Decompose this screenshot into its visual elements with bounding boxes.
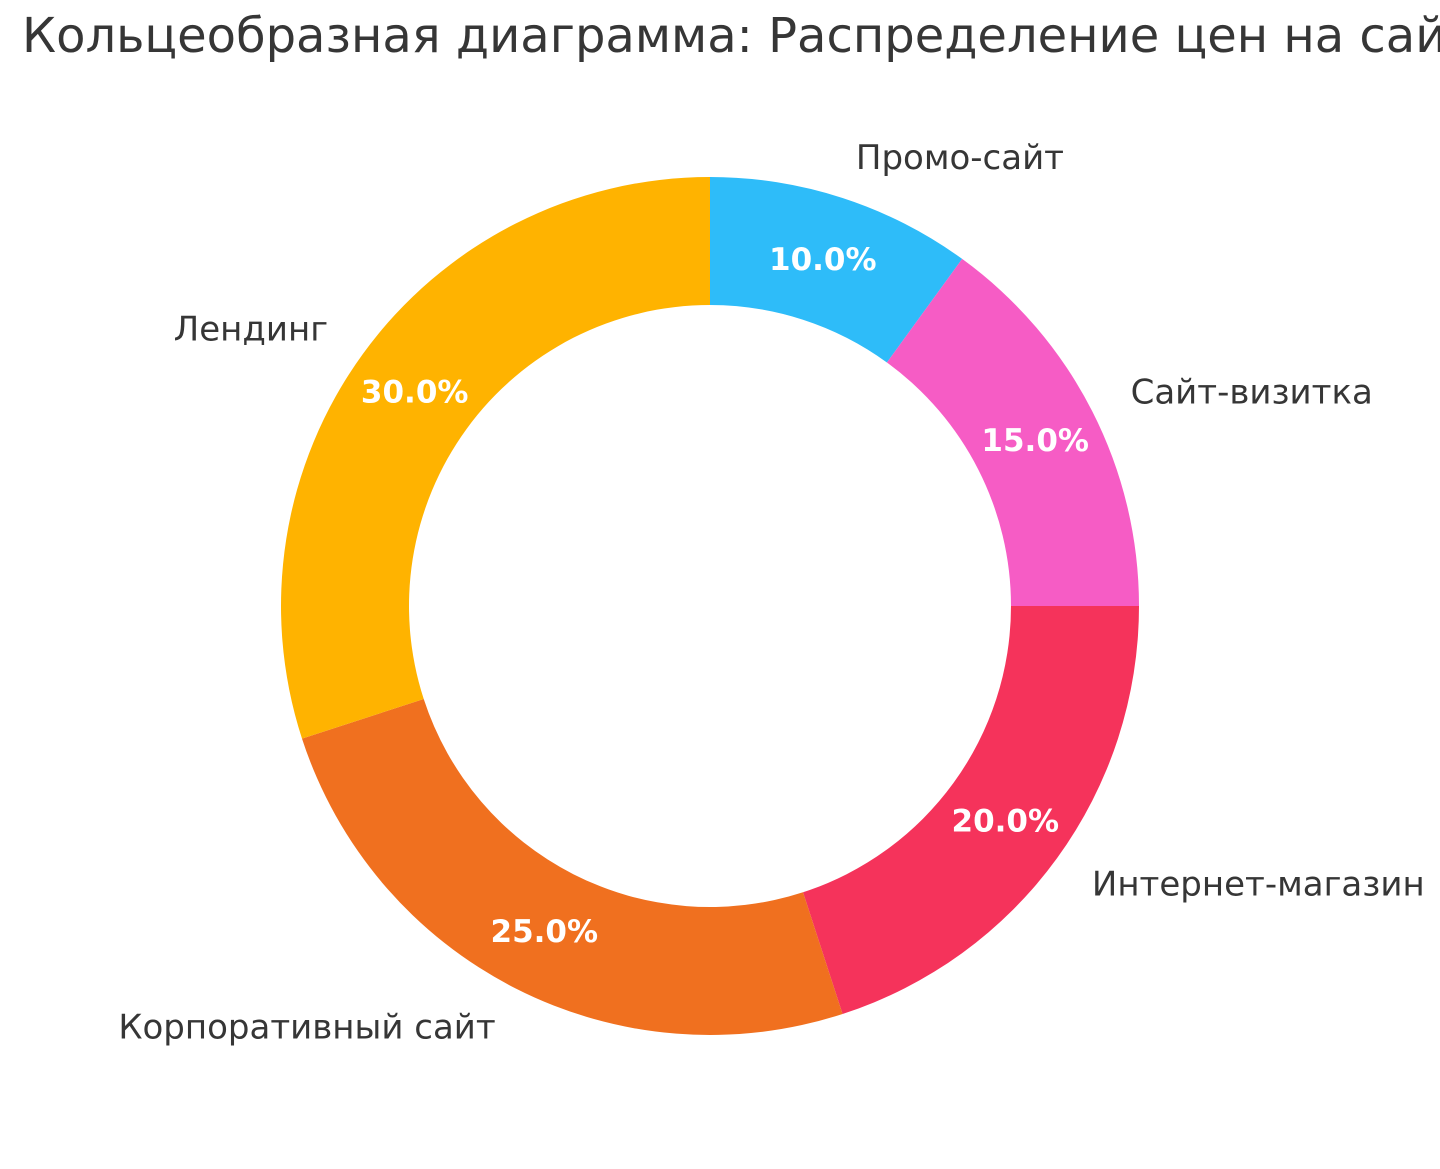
pie-slice-4 — [281, 177, 710, 739]
percent-label-4: 30.0% — [361, 374, 469, 410]
pie-slice-0 — [710, 177, 963, 363]
pie-slice-1 — [886, 258, 1139, 606]
percent-label-1: 15.0% — [981, 423, 1089, 459]
pie-slice-2 — [803, 606, 1139, 1014]
category-label-2: Интернет-магазин — [1092, 864, 1425, 904]
category-label-4: Лендинг — [174, 310, 328, 350]
pie-slice-3 — [302, 699, 843, 1035]
category-label-0: Промо-сайт — [856, 138, 1064, 178]
percent-label-3: 25.0% — [491, 914, 599, 950]
percent-label-0: 10.0% — [769, 242, 877, 278]
category-label-1: Сайт-визитка — [1131, 373, 1373, 413]
percent-label-2: 20.0% — [952, 803, 1060, 839]
chart-title: Кольцеобразная диаграмма: Распределение … — [22, 8, 1440, 64]
category-label-3: Корпоративный сайт — [118, 1008, 495, 1048]
